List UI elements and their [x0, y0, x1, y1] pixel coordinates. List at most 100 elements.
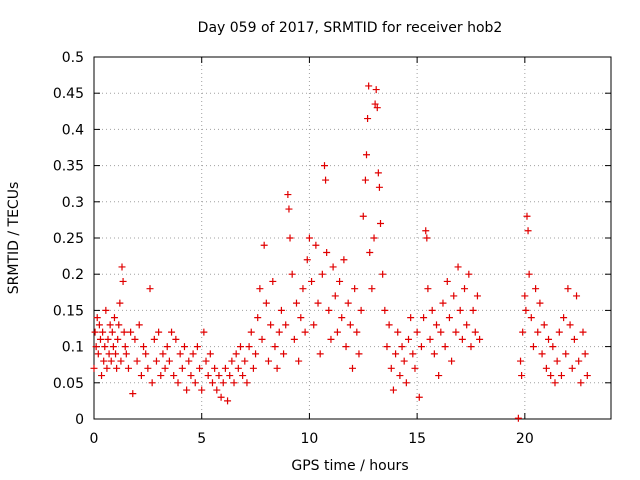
data-point	[540, 321, 548, 329]
data-point	[374, 169, 382, 177]
data-point	[152, 357, 160, 365]
axis-ticks: 0 0.05 0.1 0.15 0.2 0.25 0.3 0.35 0.4 0.45 0.5 0 5 10…	[53, 50, 611, 447]
data-point	[542, 364, 550, 372]
data-point	[413, 328, 421, 336]
data-point	[524, 227, 532, 235]
data-point	[140, 343, 148, 351]
data-point	[389, 386, 397, 394]
data-point	[260, 241, 268, 249]
data-point	[381, 306, 389, 314]
y-tick-label: 0.45	[53, 86, 84, 102]
data-point	[583, 372, 591, 380]
data-point	[353, 328, 361, 336]
data-point	[467, 343, 475, 351]
data-point	[213, 386, 221, 394]
data-point	[383, 343, 391, 351]
data-point	[295, 357, 303, 365]
data-point	[118, 263, 126, 271]
data-point	[206, 350, 214, 358]
data-point	[529, 343, 537, 351]
data-point	[361, 176, 369, 184]
data-point	[445, 314, 453, 322]
y-tick-label: 0.25	[53, 231, 84, 247]
data-point	[262, 299, 270, 307]
data-point	[527, 314, 535, 322]
data-point	[180, 343, 188, 351]
x-tick-label: 10	[301, 431, 319, 447]
data-point	[415, 393, 423, 401]
data-point	[100, 357, 108, 365]
data-point	[566, 321, 574, 329]
data-point	[90, 364, 98, 372]
data-point	[284, 191, 292, 199]
data-point	[423, 234, 431, 242]
data-point	[562, 350, 570, 358]
data-point	[426, 335, 434, 343]
data-point	[310, 321, 318, 329]
data-point	[286, 234, 294, 242]
data-point	[196, 364, 204, 372]
data-point	[269, 277, 277, 285]
data-point	[417, 343, 425, 351]
data-point	[411, 364, 419, 372]
data-point	[318, 270, 326, 278]
data-point	[135, 321, 143, 329]
data-point	[288, 270, 296, 278]
data-point	[282, 321, 290, 329]
data-point	[95, 321, 103, 329]
data-point	[211, 364, 219, 372]
data-point	[385, 321, 393, 329]
data-point	[331, 292, 339, 300]
data-point	[365, 82, 373, 90]
data-point	[536, 299, 544, 307]
data-point	[514, 414, 522, 422]
data-point	[271, 343, 279, 351]
data-point	[104, 335, 112, 343]
data-point	[322, 176, 330, 184]
data-point	[456, 306, 464, 314]
data-point	[355, 350, 363, 358]
data-point	[338, 314, 346, 322]
data-point	[241, 357, 249, 365]
data-point	[314, 299, 322, 307]
data-point	[370, 234, 378, 242]
data-point	[252, 350, 260, 358]
y-tick-label: 0	[75, 412, 84, 428]
data-point	[108, 328, 116, 336]
data-point	[120, 328, 128, 336]
data-point	[532, 285, 540, 293]
data-point	[290, 335, 298, 343]
data-point	[239, 372, 247, 380]
data-point	[400, 357, 408, 365]
data-point	[174, 379, 182, 387]
data-point	[387, 364, 395, 372]
data-point	[258, 335, 266, 343]
data-point	[346, 321, 354, 329]
data-point	[91, 328, 99, 336]
data-point	[547, 372, 555, 380]
data-point	[519, 328, 527, 336]
data-point	[183, 386, 191, 394]
data-point	[471, 328, 479, 336]
data-point	[157, 372, 165, 380]
data-point	[333, 328, 341, 336]
data-point	[165, 357, 173, 365]
data-points	[90, 82, 591, 422]
data-point	[396, 372, 404, 380]
data-point	[454, 263, 462, 271]
data-point	[121, 343, 129, 351]
data-point	[264, 357, 272, 365]
data-point	[351, 285, 359, 293]
data-point	[577, 379, 585, 387]
data-point	[424, 285, 432, 293]
data-point	[301, 328, 309, 336]
data-point	[217, 393, 225, 401]
data-point	[394, 328, 402, 336]
data-point	[405, 335, 413, 343]
data-point	[375, 183, 383, 191]
data-point	[359, 212, 367, 220]
data-point	[109, 343, 117, 351]
data-point	[232, 350, 240, 358]
data-point	[568, 364, 576, 372]
data-point	[363, 151, 371, 159]
